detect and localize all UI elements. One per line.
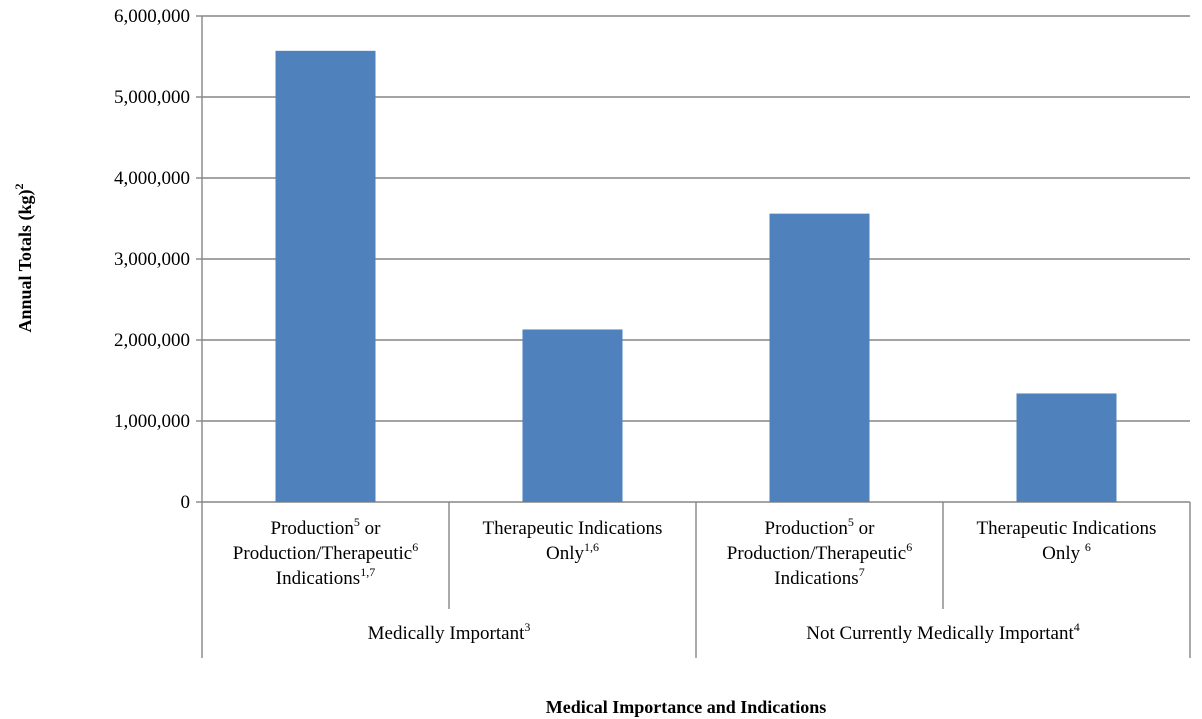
y-axis-title-text: Annual Totals (kg) <box>15 189 36 332</box>
y-tick-label: 3,000,000 <box>114 249 190 270</box>
category-label-line: Therapeutic Indications <box>483 518 663 539</box>
category-label-line: Production5 or <box>765 515 876 539</box>
y-axis-title: Annual Totals (kg)2 <box>12 183 36 332</box>
group-label: Not Currently Medically Important4 <box>806 620 1080 644</box>
group-labels: Medically Important3 Not Currently Medica… <box>368 620 1080 644</box>
y-tick-label: 6,000,000 <box>114 6 190 27</box>
category-label-line: Production/Therapeutic6 <box>727 540 912 564</box>
category-label-line: Only1,6 <box>546 540 599 564</box>
y-tick-label: 2,000,000 <box>114 330 190 351</box>
bar <box>522 329 623 502</box>
category-labels: Production5 orProduction/Therapeutic6Ind… <box>233 515 1157 589</box>
category-label-line: Indications7 <box>774 565 864 589</box>
y-axis-title-sup: 2 <box>12 183 26 189</box>
y-tick-label: 1,000,000 <box>114 411 190 432</box>
category-label-line: Production/Therapeutic6 <box>233 540 418 564</box>
category-label-line: Only 6 <box>1042 540 1091 564</box>
y-tick-labels: 0 1,000,000 2,000,000 3,000,000 4,000,000 5,0… <box>114 6 190 513</box>
category-label-line: Therapeutic Indications <box>977 518 1157 539</box>
y-tick-label: 5,000,000 <box>114 87 190 108</box>
y-tick-label: 0 <box>181 492 191 513</box>
axes <box>196 15 1191 658</box>
category-label-line: Indications1,7 <box>276 565 375 589</box>
bar <box>769 213 870 502</box>
category-label-line: Production5 or <box>271 515 382 539</box>
x-axis-title: Medical Importance and Indications <box>546 697 827 717</box>
bar <box>1016 393 1117 502</box>
group-label: Medically Important3 <box>368 620 531 644</box>
bar <box>275 50 376 503</box>
y-tick-label: 4,000,000 <box>114 168 190 189</box>
bars <box>275 50 1117 503</box>
